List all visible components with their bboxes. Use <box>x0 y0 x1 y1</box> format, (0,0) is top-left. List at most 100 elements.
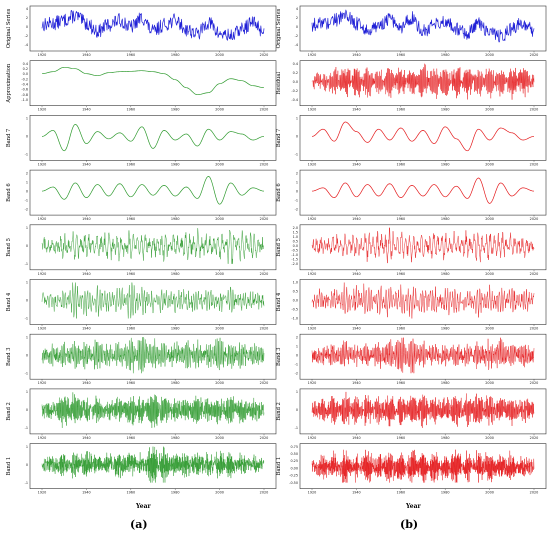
y-tick-label: 0.4 <box>293 62 298 66</box>
y-tick-label: 0.5 <box>293 240 298 244</box>
y-axis-label: Band 7 <box>6 129 12 148</box>
y-tick-label: -4 <box>295 43 298 47</box>
x-tick-label: 2000 <box>215 162 224 166</box>
panel-caption-a: (a) <box>130 518 148 531</box>
series-line <box>311 282 535 319</box>
subplot-b-0: Original Series 4 2 0 -2 -4 1920 1940 1960 1980 20… <box>276 5 547 57</box>
x-tick-label: 2000 <box>485 162 494 166</box>
x-tick-label: 2000 <box>215 491 224 495</box>
y-tick-label: -2 <box>295 371 298 375</box>
x-tick-label: 1920 <box>308 327 317 331</box>
x-tick-label: 1940 <box>352 53 361 57</box>
y-tick-label: 1.0 <box>293 281 298 285</box>
x-tick-label: 1920 <box>38 162 47 166</box>
x-tick-label: 1920 <box>308 217 317 221</box>
x-tick-label: 1940 <box>352 381 361 385</box>
y-tick-label: -1 <box>25 198 28 202</box>
x-tick-label: 2000 <box>485 381 494 385</box>
subplot-frame <box>299 169 547 216</box>
y-tick-label: 1 <box>296 344 298 348</box>
x-tick-label: 1920 <box>38 272 47 276</box>
x-tick-label: 2020 <box>260 381 269 385</box>
x-tick-label: 2000 <box>485 436 494 440</box>
y-tick-label: -4 <box>25 43 28 47</box>
x-tick-label: 1960 <box>396 327 405 331</box>
y-axis-label: Band 3 <box>6 347 12 366</box>
y-axis-label: Band 7 <box>276 129 282 148</box>
x-tick-label: 1960 <box>396 436 405 440</box>
x-tick-label: 2020 <box>530 217 539 221</box>
x-tick-label: 1940 <box>82 491 91 495</box>
y-tick-label: -1 <box>295 153 298 157</box>
x-tick-label: 2020 <box>260 491 269 495</box>
x-tick-label: 1940 <box>352 491 361 495</box>
series-line <box>311 9 535 43</box>
y-tick-label: 0.75 <box>290 445 298 449</box>
y-tick-label: 0 <box>26 353 28 357</box>
x-tick-label: 1940 <box>352 162 361 166</box>
y-tick-label: -2 <box>25 207 28 211</box>
x-tick-label: 1960 <box>396 217 405 221</box>
x-tick-label: 1940 <box>82 381 91 385</box>
x-tick-label: 1940 <box>352 217 361 221</box>
subplot-a-4: Band 5 1 0 -1 1920 1940 1960 1980 2000 2020 <box>6 224 277 276</box>
y-tick-label: -0.5 <box>291 308 298 312</box>
x-tick-label: 2020 <box>530 108 539 112</box>
y-tick-label: 2 <box>26 16 28 20</box>
x-tick-label: 1920 <box>308 381 317 385</box>
subplot-b-3: Band 6 2 1 0 -1 -2 1920 1940 1960 1980 2000 2020 <box>276 169 547 221</box>
subplot-a-5: Band 4 1 0 -1 1920 1940 1960 1980 2000 2020 <box>6 279 277 331</box>
x-tick-label: 1980 <box>171 53 180 57</box>
x-tick-label: 1960 <box>126 108 135 112</box>
x-tick-label: 1980 <box>441 436 450 440</box>
y-tick-label: -0.4 <box>21 82 28 86</box>
subplot-a-3: Band 6 2 1 0 -1 -2 1920 1940 1960 1980 2000 2020 <box>6 169 277 221</box>
y-tick-label: 2.0 <box>293 226 298 230</box>
subplot-a-2: Band 7 1 0 -1 1920 1940 1960 1980 2000 2020 <box>6 115 277 166</box>
y-tick-label: -1 <box>25 262 28 266</box>
y-tick-label: -0.4 <box>291 98 298 102</box>
series-line <box>311 337 535 374</box>
x-tick-label: 2020 <box>260 217 269 221</box>
y-tick-label: -1.0 <box>291 253 298 257</box>
y-tick-label: -1 <box>25 426 28 430</box>
x-tick-label: 1980 <box>441 491 450 495</box>
subplot-a-1: Approximation 0.40.20.0-0.2-0.4 -0.6-0.8-1… <box>6 60 277 112</box>
x-tick-label: 1960 <box>396 491 405 495</box>
x-tick-label: 1920 <box>38 436 47 440</box>
x-tick-label: 1960 <box>126 53 135 57</box>
y-axis-label: Band 6 <box>276 183 282 202</box>
y-tick-label: -1 <box>295 362 298 366</box>
y-axis-label: Band 2 <box>276 402 282 421</box>
y-tick-label: -0.25 <box>289 474 298 478</box>
x-tick-label: 2000 <box>215 327 224 331</box>
x-tick-label: 2020 <box>530 53 539 57</box>
x-tick-label: 1940 <box>352 272 361 276</box>
series-line <box>41 336 265 374</box>
y-tick-label: 2 <box>296 171 298 175</box>
y-tick-label: 0 <box>26 189 28 193</box>
y-tick-label: -1 <box>295 198 298 202</box>
y-tick-label: 0 <box>26 463 28 467</box>
x-tick-label: 1980 <box>171 162 180 166</box>
series-line <box>311 63 535 100</box>
y-axis-label: Original Series <box>6 8 12 48</box>
x-tick-label: 1920 <box>308 491 317 495</box>
y-tick-label: 0.00 <box>290 466 298 470</box>
x-tick-label: 1960 <box>396 272 405 276</box>
y-tick-label: -0.2 <box>21 77 28 81</box>
y-tick-label: 0 <box>26 25 28 29</box>
subplot-b-1: Residual 0.4 0.2 0.0 -0.2 -0.4 1920 1940 1960 198… <box>276 60 547 112</box>
x-tick-label: 1940 <box>82 162 91 166</box>
y-tick-label: -0.2 <box>291 89 298 93</box>
x-tick-label: 2020 <box>260 272 269 276</box>
y-tick-label: -2 <box>295 207 298 211</box>
y-tick-label: 2 <box>296 16 298 20</box>
x-tick-label: 1940 <box>352 327 361 331</box>
y-tick-label: -0.6 <box>21 88 28 92</box>
x-tick-label: 2020 <box>530 272 539 276</box>
x-tick-label: 1980 <box>171 272 180 276</box>
x-tick-label: 2000 <box>215 381 224 385</box>
series-line <box>41 282 265 319</box>
